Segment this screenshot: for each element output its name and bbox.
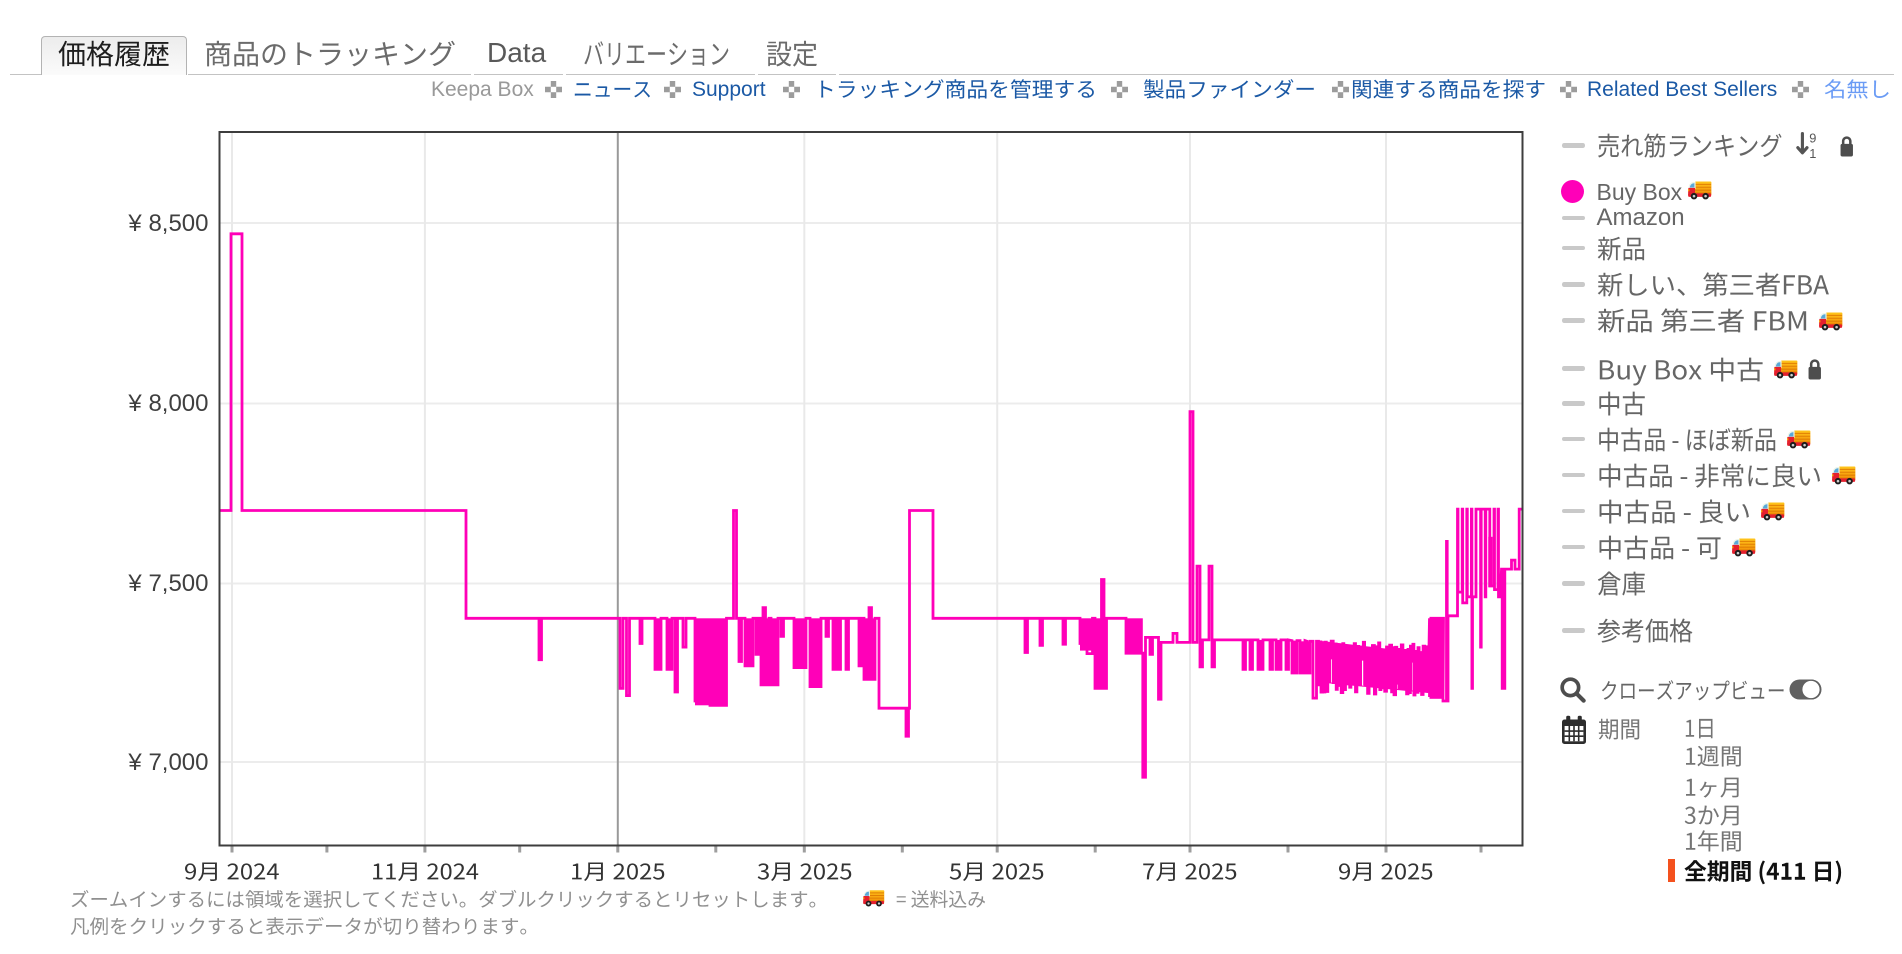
svg-text:9: 9 xyxy=(1809,131,1816,145)
svg-text:1: 1 xyxy=(1809,146,1816,159)
